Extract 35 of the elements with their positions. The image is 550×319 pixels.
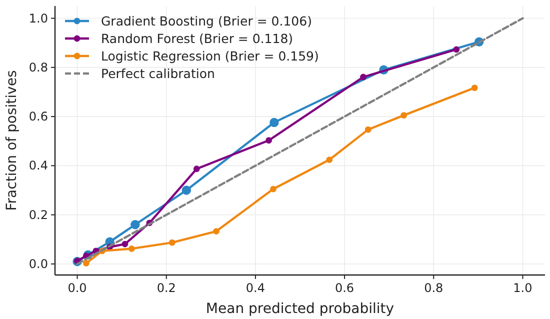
point bbox=[193, 166, 200, 172]
y-axis-title: Fraction of positives bbox=[4, 70, 20, 211]
legend-label: Perfect calibration bbox=[101, 66, 215, 81]
point bbox=[364, 126, 372, 133]
point bbox=[82, 260, 90, 266]
point bbox=[130, 220, 140, 230]
y-tick-label: 0.2 bbox=[28, 208, 48, 222]
point bbox=[326, 156, 333, 163]
point bbox=[400, 112, 407, 119]
point bbox=[182, 186, 192, 195]
legend-label: Gradient Boosting (Brier = 0.106) bbox=[101, 14, 312, 28]
x-tick-label: 0.2 bbox=[156, 281, 176, 295]
point bbox=[453, 46, 460, 53]
point bbox=[266, 137, 272, 144]
point bbox=[270, 186, 276, 192]
x-tick-label: 1.0 bbox=[513, 281, 532, 295]
legend-label: Logistic Regression (Brier = 0.159) bbox=[101, 48, 319, 64]
point bbox=[128, 246, 135, 252]
point bbox=[168, 239, 176, 246]
point bbox=[360, 74, 366, 80]
x-axis-title: Mean predicted probability bbox=[206, 301, 394, 317]
point bbox=[270, 118, 279, 128]
y-tick-label: 0.6 bbox=[28, 110, 48, 124]
x-tick-label: 0.0 bbox=[68, 281, 87, 295]
legend-label: Random Forest (Brier = 0.118) bbox=[101, 31, 294, 46]
point bbox=[122, 240, 128, 248]
y-tick-label: 0.0 bbox=[28, 256, 48, 271]
x-tick-label: 0.6 bbox=[335, 281, 354, 295]
y-tick-label: 0.4 bbox=[28, 158, 48, 173]
y-tick-label: 1.0 bbox=[28, 11, 48, 26]
x-tick-label: 0.4 bbox=[246, 281, 265, 295]
y-tick-label: 0.8 bbox=[28, 60, 48, 74]
point bbox=[471, 84, 478, 92]
point bbox=[213, 228, 220, 234]
x-tick-label: 0.8 bbox=[424, 281, 444, 295]
